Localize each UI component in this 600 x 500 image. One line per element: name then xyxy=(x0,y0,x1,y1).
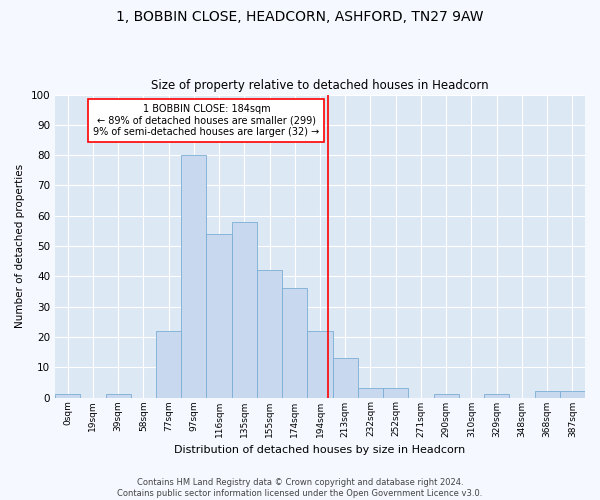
Text: 1 BOBBIN CLOSE: 184sqm
← 89% of detached houses are smaller (299)
9% of semi-det: 1 BOBBIN CLOSE: 184sqm ← 89% of detached… xyxy=(94,104,320,137)
Bar xyxy=(257,270,282,398)
Y-axis label: Number of detached properties: Number of detached properties xyxy=(15,164,25,328)
Text: 1, BOBBIN CLOSE, HEADCORN, ASHFORD, TN27 9AW: 1, BOBBIN CLOSE, HEADCORN, ASHFORD, TN27… xyxy=(116,10,484,24)
Bar xyxy=(560,392,585,398)
X-axis label: Distribution of detached houses by size in Headcorn: Distribution of detached houses by size … xyxy=(175,445,466,455)
Text: Contains HM Land Registry data © Crown copyright and database right 2024.
Contai: Contains HM Land Registry data © Crown c… xyxy=(118,478,482,498)
Title: Size of property relative to detached houses in Headcorn: Size of property relative to detached ho… xyxy=(151,79,489,92)
Bar xyxy=(535,392,560,398)
Bar xyxy=(156,331,181,398)
Bar xyxy=(232,222,257,398)
Bar xyxy=(383,388,409,398)
Bar xyxy=(307,331,332,398)
Bar xyxy=(181,155,206,398)
Bar xyxy=(434,394,459,398)
Bar xyxy=(106,394,131,398)
Bar xyxy=(358,388,383,398)
Bar xyxy=(484,394,509,398)
Bar xyxy=(206,234,232,398)
Bar xyxy=(55,394,80,398)
Bar xyxy=(282,288,307,398)
Bar xyxy=(332,358,358,398)
